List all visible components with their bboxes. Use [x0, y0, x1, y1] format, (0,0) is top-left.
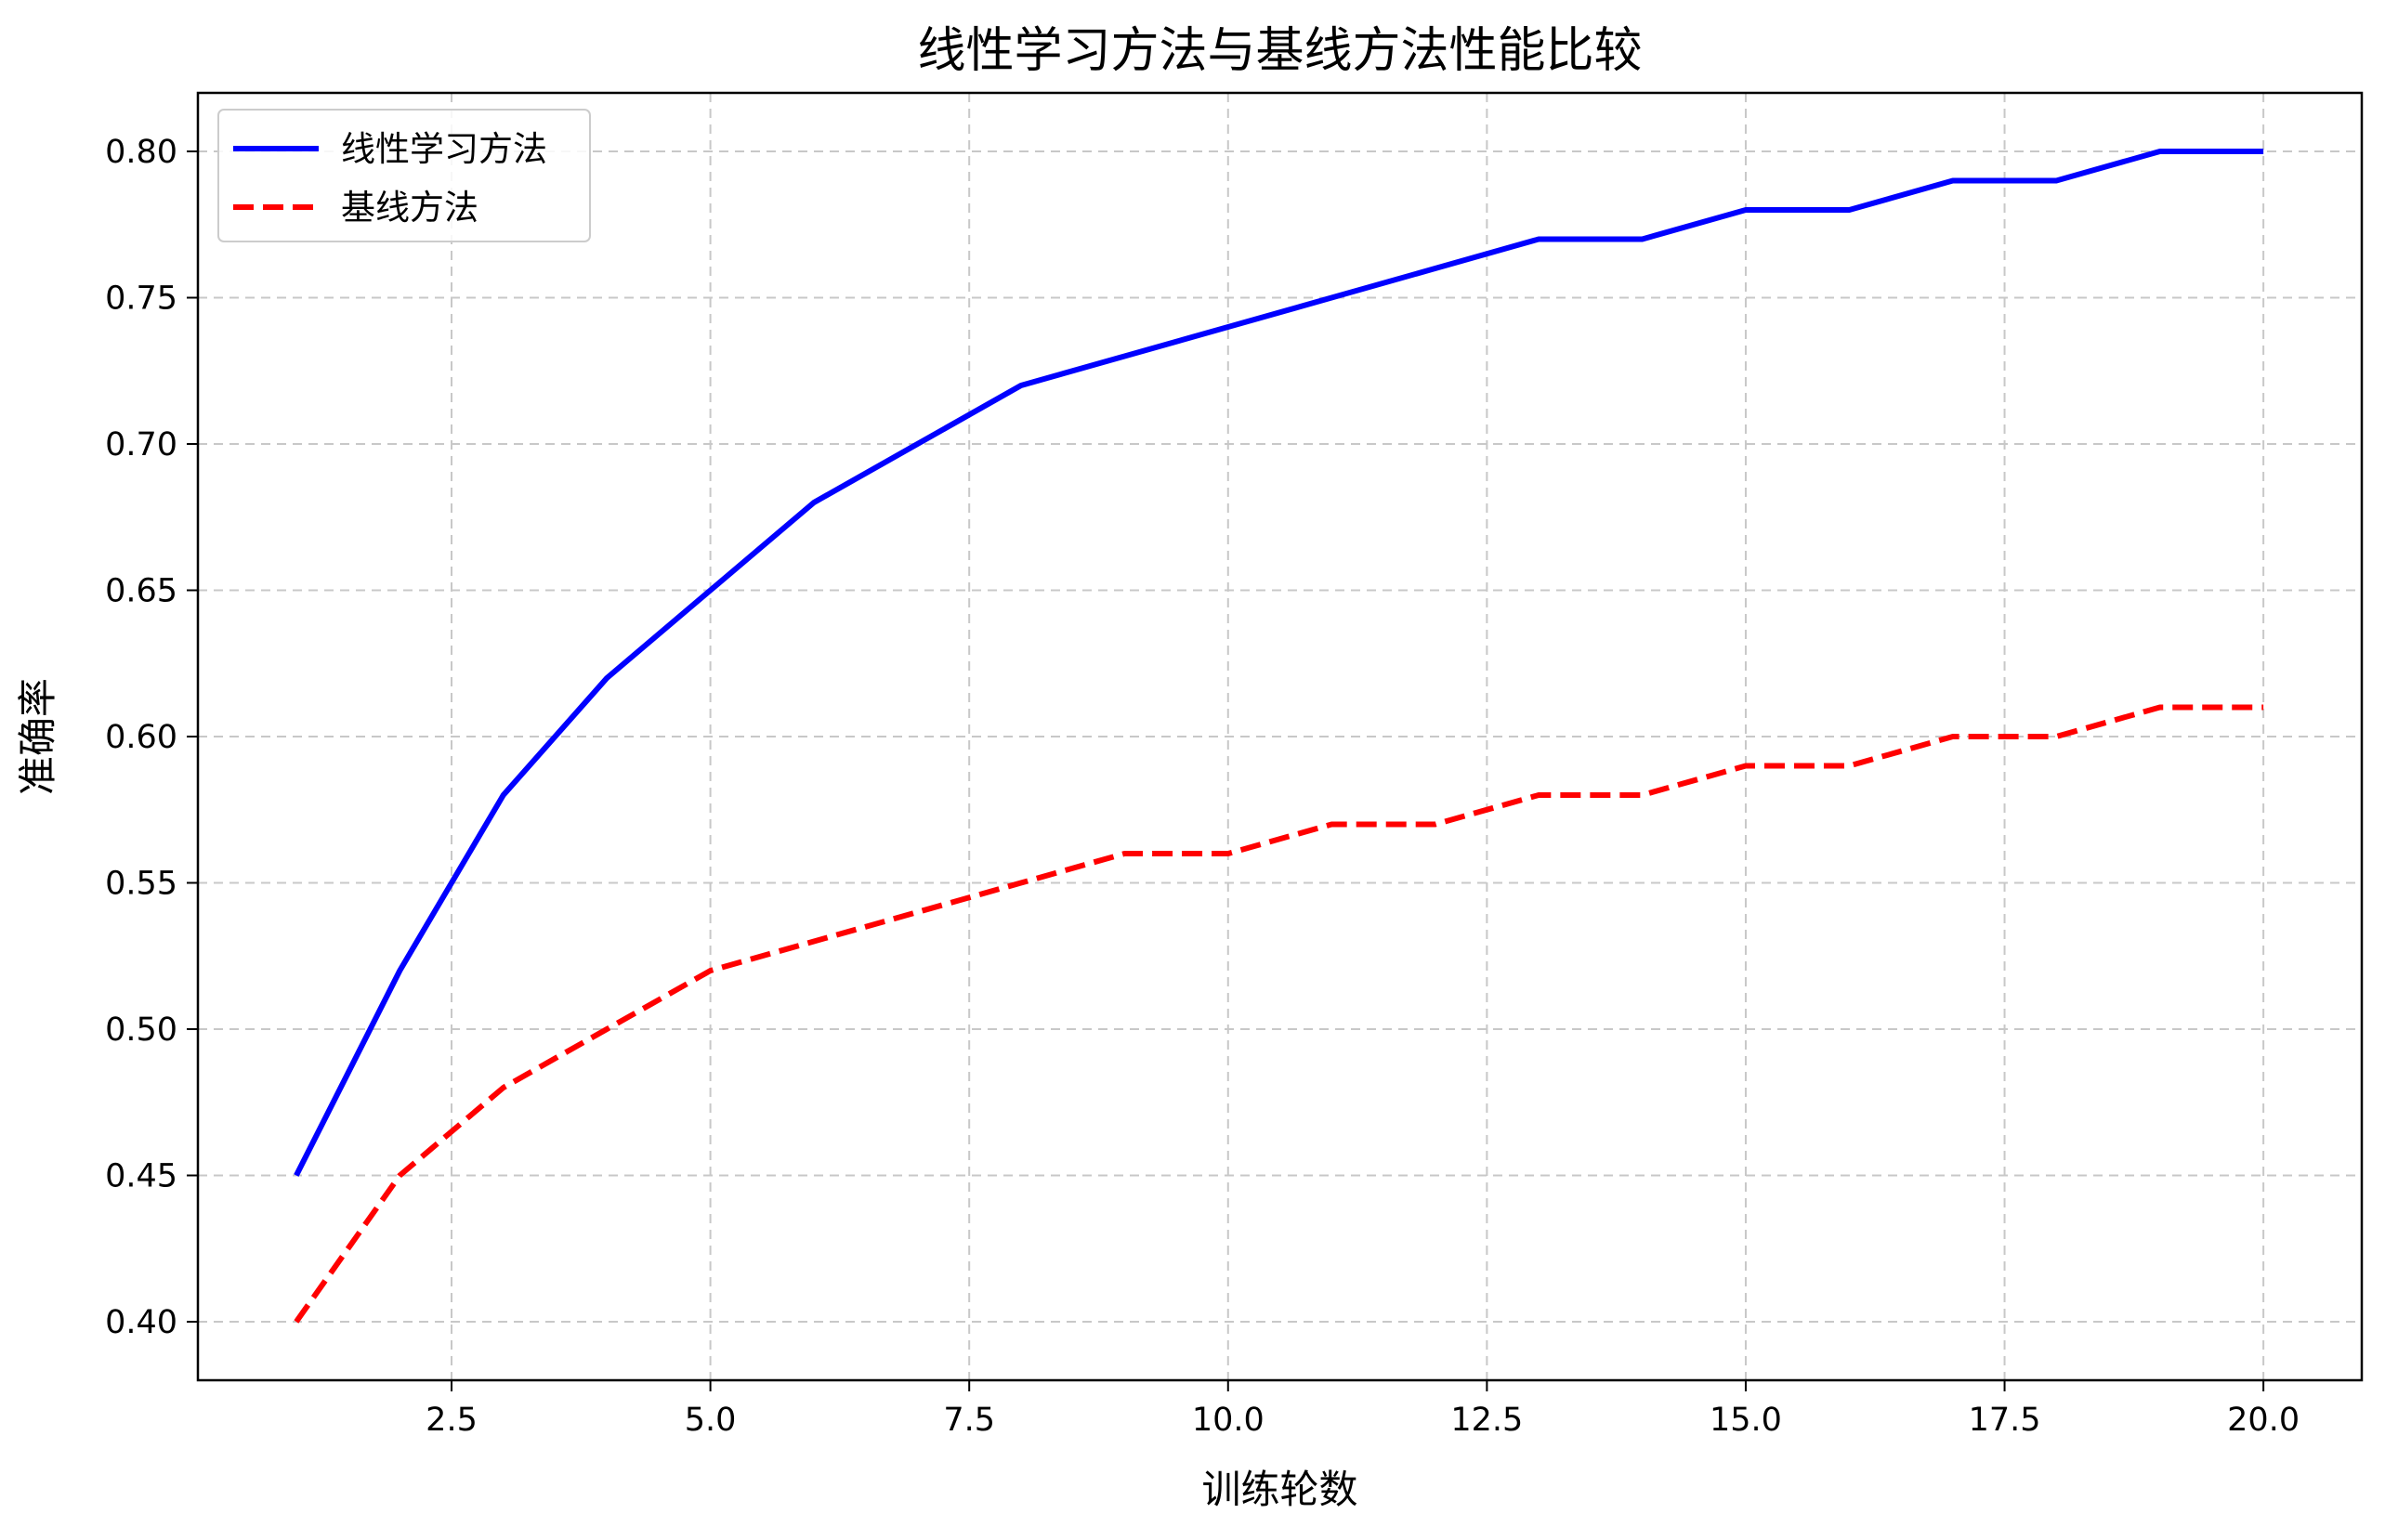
x-tick-label: 5.0 [685, 1402, 737, 1439]
legend-label-2: 基线方法 [341, 188, 478, 228]
x-tick-label: 15.0 [1710, 1402, 1782, 1439]
y-tick-label: 0.80 [105, 134, 177, 171]
x-tick-label: 17.5 [1969, 1402, 2041, 1439]
y-tick-label: 0.75 [105, 281, 177, 318]
series-line-2 [294, 704, 2264, 1324]
y-tick-label: 0.55 [105, 866, 177, 903]
x-tick-label: 20.0 [2227, 1402, 2300, 1439]
axis-ticks: 2.5 5.0 7.5 10.0 12.5 15.0 17.5 20.0 0.40 0.45 0.5… [105, 134, 2300, 1439]
y-axis-label: 准确率 [15, 678, 60, 795]
y-tick-label: 0.45 [105, 1158, 177, 1195]
y-tick-label: 0.50 [105, 1011, 177, 1049]
x-tick-label: 7.5 [943, 1402, 995, 1439]
legend-label-1: 线性学习方法 [341, 129, 547, 169]
series-line-1 [294, 149, 2264, 1177]
series-lines [294, 149, 2264, 1324]
y-tick-label: 0.70 [105, 426, 177, 463]
x-axis-label: 训练轮数 [1201, 1467, 1357, 1512]
grid-lines [198, 93, 2362, 1380]
y-tick-label: 0.65 [105, 573, 177, 610]
x-tick-label: 10.0 [1192, 1402, 1265, 1439]
y-tick-label: 0.40 [105, 1304, 177, 1341]
x-tick-label: 12.5 [1450, 1402, 1523, 1439]
chart-title: 线性学习方法与基线方法性能比较 [917, 23, 1642, 79]
y-tick-label: 0.60 [105, 719, 177, 756]
x-tick-label: 2.5 [426, 1402, 478, 1439]
